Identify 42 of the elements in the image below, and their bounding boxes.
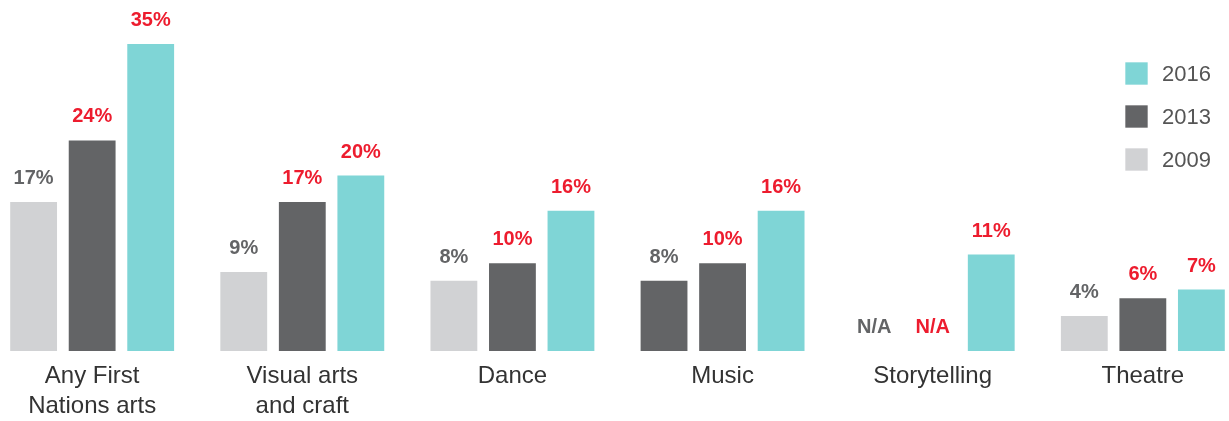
data-label: 11% (971, 218, 1011, 241)
data-label: 10% (492, 227, 533, 250)
bar (127, 44, 175, 351)
data-label: 4% (1069, 279, 1099, 302)
data-label: 8% (439, 244, 469, 267)
data-label: 20% (340, 139, 382, 162)
bar (1119, 298, 1167, 351)
data-label: 17% (282, 165, 323, 188)
data-label: 10% (702, 227, 743, 250)
legend-label: 2016 (1162, 60, 1211, 86)
bar (220, 272, 268, 351)
data-label: 17% (13, 165, 54, 188)
bar (1060, 315, 1108, 351)
text: N/A (856, 315, 892, 337)
data-label: 9% (229, 236, 259, 259)
x-tick-label: Dance (477, 360, 548, 388)
bar (10, 201, 58, 351)
text: N/A (915, 315, 950, 337)
data-label: 7% (1186, 253, 1217, 276)
bar (967, 254, 1015, 351)
data-label: 16% (550, 174, 592, 197)
data-label: 35% (130, 8, 171, 30)
bar (699, 263, 746, 351)
bar (337, 175, 385, 351)
bar (68, 140, 116, 351)
data-label: 8% (649, 244, 679, 267)
bar (489, 263, 536, 351)
bar (1177, 289, 1225, 351)
x-tick-label: Any First Nations arts (28, 360, 157, 418)
data-label: 16% (761, 174, 802, 197)
x-tick-label: Theatre (1101, 360, 1185, 388)
bar (278, 201, 326, 351)
data-label: 6% (1128, 262, 1158, 285)
x-tick-label: Music (691, 360, 754, 388)
data-label: 24% (72, 104, 113, 127)
bar (430, 280, 478, 351)
x-tick-label: Storytelling (873, 360, 993, 388)
bar (757, 210, 805, 351)
bar (547, 210, 595, 351)
legend-label: 2009 (1162, 146, 1211, 172)
x-tick-label: Visual arts and craft (246, 360, 359, 418)
legend-label: 2013 (1162, 103, 1211, 129)
